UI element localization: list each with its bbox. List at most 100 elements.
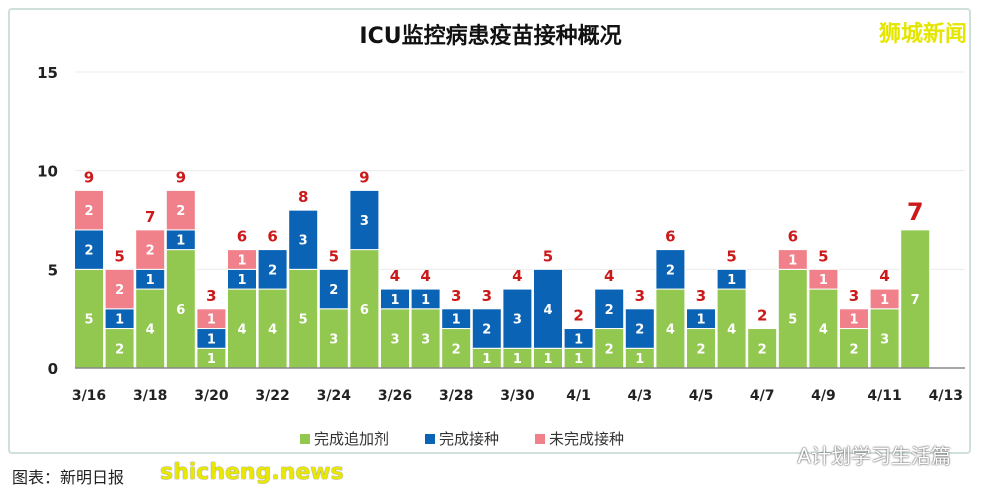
bar-segment [533,268,563,349]
legend-label: 完成追加剂 [314,430,390,448]
bar-segment [104,328,135,369]
bar-value-label: 3 [329,332,338,347]
legend-item-vaccinated: 完成接种 [425,428,499,449]
watermark-account: A计划学习生活篇 [797,444,951,468]
chart-title: ICU监控病患疫苗接种概况 [359,24,622,49]
total-label: 4 [420,267,430,285]
bar-segment [808,288,839,369]
bar-segment [318,308,349,369]
bar-segment [380,288,410,310]
bar-segment [135,229,166,270]
bar-value-label: 1 [696,313,705,328]
total-label: 3 [696,287,706,305]
total-label: 2 [573,307,583,325]
bar-value-label: 3 [421,332,430,347]
bar-segment [471,308,502,349]
total-label: 5 [114,247,124,265]
total-label: 6 [267,228,277,246]
bar-value-label: 2 [115,283,124,298]
bar-value-label: 1 [482,352,491,367]
total-label: 2 [757,307,767,325]
bar-segment [349,189,380,251]
bar-value-label: 4 [237,323,246,338]
bar-value-label: 7 [911,293,920,308]
bar-value-label: 4 [268,323,277,338]
legend-item-unvaccinated: 未完成接种 [535,428,624,449]
bar-value-label: 4 [819,323,828,338]
bar-value-label: 1 [207,313,216,328]
bar-value-label: 6 [176,303,185,318]
x-tick-label: 4/5 [689,388,714,404]
bar-segment [74,189,104,231]
bar-segment [624,308,655,349]
bar-value-label: 1 [115,313,124,328]
x-tick-label: 4/1 [566,388,591,404]
bar-value-label: 2 [115,342,124,357]
bar-segment [441,328,472,369]
total-label: 3 [482,287,492,305]
x-tick-label: 4/11 [867,388,901,404]
bar-value-label: 2 [329,283,338,298]
x-tick-label: 3/18 [133,388,167,404]
bar-value-label: 1 [788,253,797,268]
bar-segment [257,288,288,369]
x-tick-label: 4/3 [627,388,652,404]
bar-segment [257,249,288,290]
bar-segment [655,249,686,290]
y-tick-label: 5 [48,261,58,279]
legend: 完成追加剂 完成接种 未完成接种 [300,428,624,449]
bar-value-label: 1 [635,352,644,367]
x-tick-label: 3/20 [194,388,229,404]
total-label: 9 [84,168,94,186]
total-label: 9 [359,168,369,186]
total-label: 4 [512,267,522,285]
bar-segment [839,308,869,330]
bar-segment [777,249,808,270]
bar-segment [227,249,257,270]
bar-value-label: 2 [84,244,93,259]
bar-segment [104,268,135,310]
x-tick-label: 3/26 [378,388,412,404]
bar-value-label: 1 [819,273,828,288]
bar-segment [288,268,319,369]
bar-value-label: 4 [146,323,155,338]
bar-segment [349,249,380,369]
x-tick-label: 3/30 [500,388,535,404]
bar-value-label: 1 [880,293,889,308]
bar-segment [808,268,839,290]
bar-value-label: 2 [482,323,491,338]
bar-segment [594,288,625,330]
total-label: 4 [390,267,400,285]
bar-value-label: 2 [635,323,644,338]
bar-value-label: 3 [360,214,369,229]
bar-segment [165,189,196,231]
bar-value-label: 1 [421,293,430,308]
bar-value-label: 5 [84,313,93,328]
bar-value-label: 6 [360,303,369,318]
chart-frame [8,8,971,454]
x-tick-label: 4/9 [811,388,836,404]
bar-segment [318,268,349,310]
bar-value-label: 2 [268,263,277,278]
legend-item-booster: 完成追加剂 [300,428,389,449]
bar-value-label: 5 [788,313,797,328]
bar-segment [747,328,778,369]
bar-segment [380,308,410,369]
legend-swatch [425,433,436,444]
bar-value-label: 3 [880,332,889,347]
bar-value-label: 4 [543,303,552,318]
bar-value-label: 2 [176,204,185,219]
caption: 图表：新明日报 [12,468,125,487]
total-label: 3 [451,287,461,305]
total-label: 6 [665,228,675,246]
brand-logo: 狮城新闻 [878,22,967,47]
bar-value-label: 5 [299,313,308,328]
bar-segment [777,268,808,369]
bar-segment [869,288,900,310]
bar-value-label: 4 [666,323,675,338]
bar-value-label: 2 [452,342,461,357]
bar-value-label: 2 [605,342,614,357]
total-label: 3 [206,287,216,305]
total-label: 4 [879,267,889,285]
x-tick-label: 3/16 [72,388,106,404]
